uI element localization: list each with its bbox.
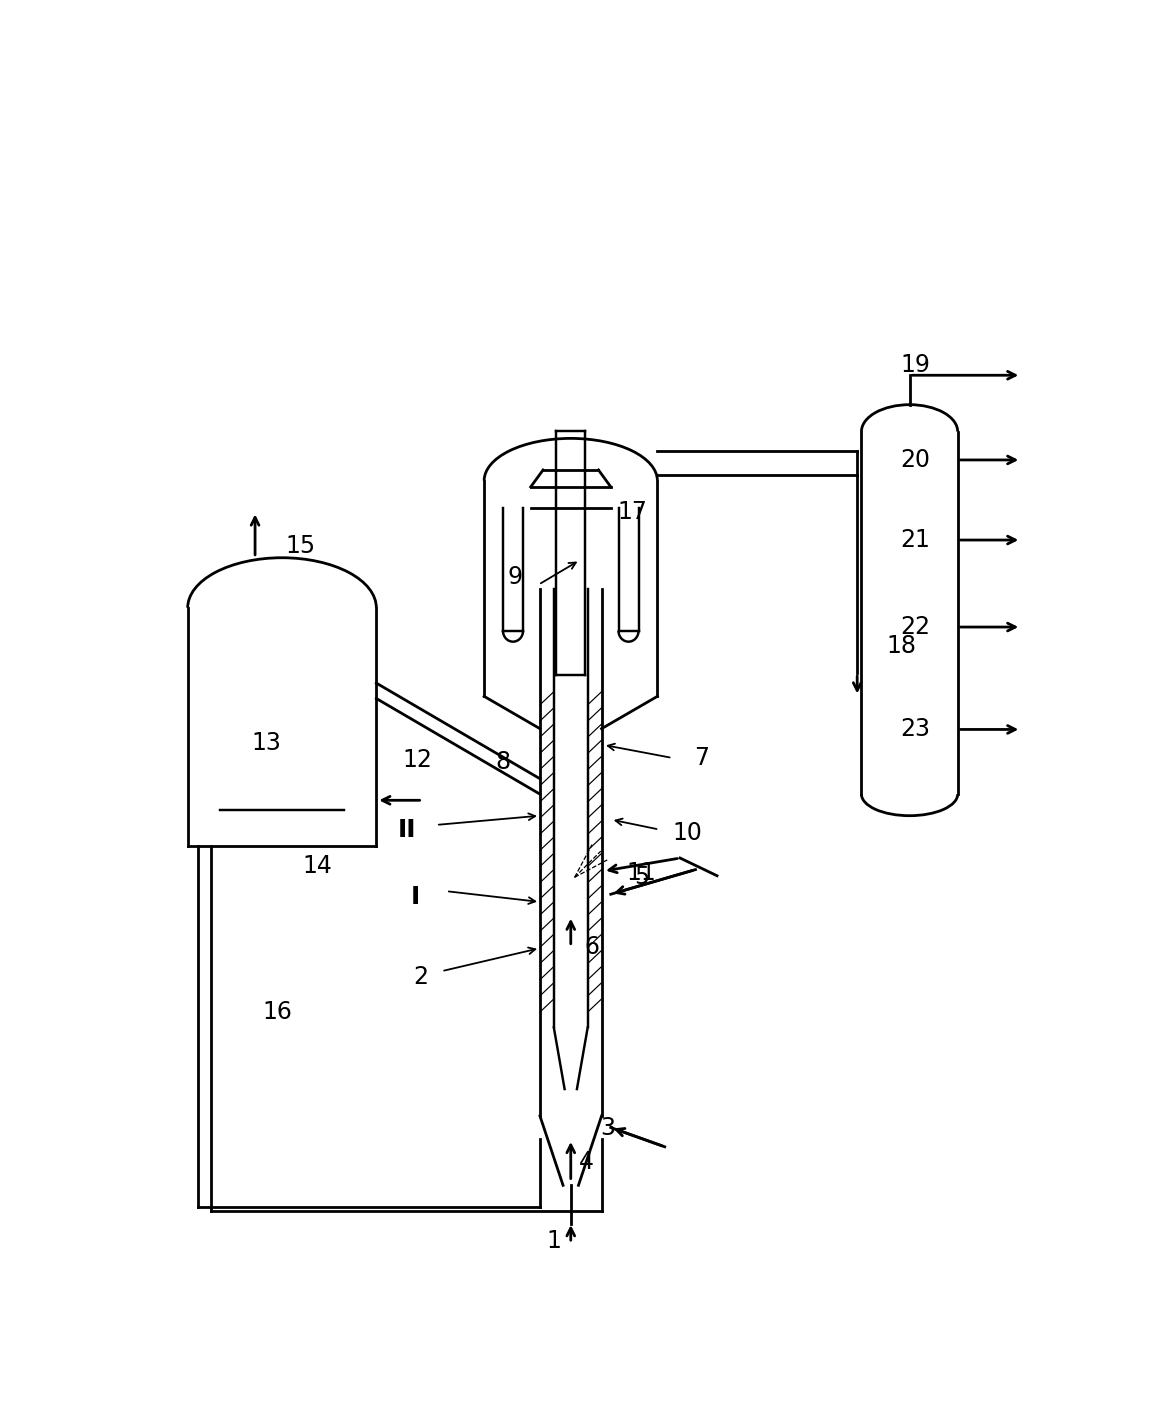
Text: I: I (411, 884, 420, 908)
Text: 12: 12 (403, 748, 433, 772)
Text: 2: 2 (413, 965, 427, 989)
Text: 3: 3 (601, 1115, 614, 1139)
Text: 5: 5 (634, 866, 649, 890)
Text: 19: 19 (901, 353, 930, 377)
Text: II: II (397, 818, 416, 842)
Text: 6: 6 (584, 934, 599, 958)
Text: 16: 16 (262, 1000, 292, 1024)
Text: 17: 17 (617, 500, 647, 524)
Text: 4: 4 (579, 1150, 594, 1174)
Text: 20: 20 (901, 448, 930, 472)
Text: 21: 21 (901, 528, 930, 552)
Text: 14: 14 (303, 853, 333, 878)
Text: 9: 9 (508, 565, 522, 588)
Text: 15: 15 (285, 534, 316, 558)
Text: 11: 11 (626, 862, 656, 885)
Text: 13: 13 (251, 730, 281, 755)
Text: 18: 18 (887, 635, 916, 658)
Text: 23: 23 (901, 717, 930, 741)
Text: 8: 8 (495, 750, 511, 773)
Text: 7: 7 (694, 745, 709, 771)
Text: 22: 22 (901, 615, 930, 639)
Text: 1: 1 (546, 1230, 561, 1254)
Text: 10: 10 (672, 821, 702, 845)
